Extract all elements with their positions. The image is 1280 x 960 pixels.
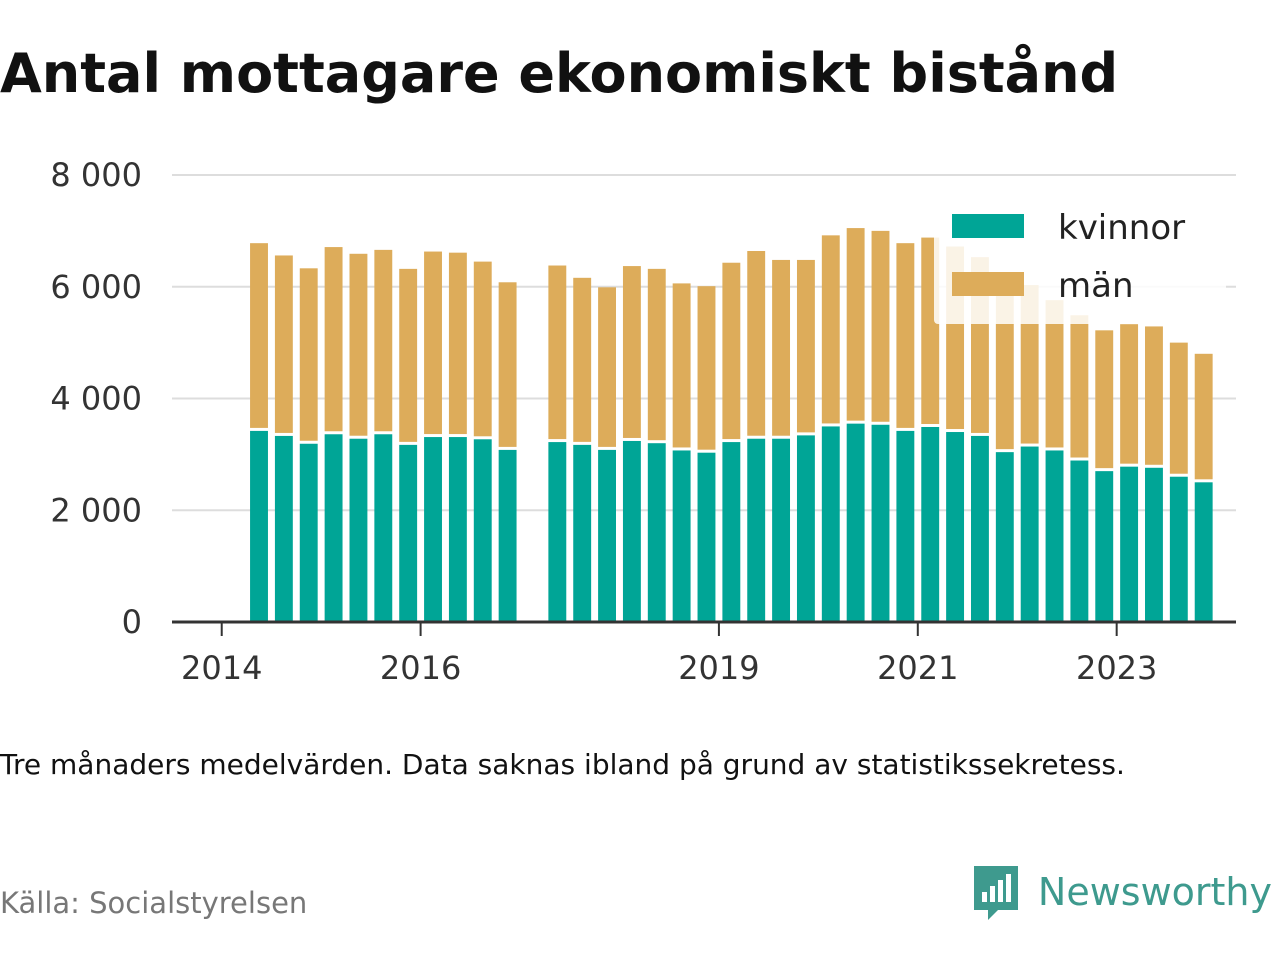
bar-kvinnor	[622, 440, 641, 622]
bar-kvinnor	[697, 452, 716, 622]
legend-swatch	[952, 214, 1024, 238]
bar-kvinnor	[946, 432, 965, 622]
bar-kvinnor	[995, 452, 1014, 622]
brand-name: Newsworthy	[1037, 870, 1272, 914]
bar-man	[1020, 285, 1039, 444]
bar-kvinnor	[374, 434, 393, 622]
bar-kvinnor	[1020, 446, 1039, 622]
bar-kvinnor	[448, 437, 467, 622]
legend-label: män	[1058, 266, 1134, 306]
bar-kvinnor	[349, 438, 368, 622]
y-tick-label: 0	[122, 603, 142, 641]
source-text: Källa: Socialstyrelsen	[0, 886, 308, 920]
bar-kvinnor	[1070, 460, 1089, 622]
bar-kvinnor	[399, 444, 418, 622]
axes: 0 2 000 4 000 6 000 8 000 2014 2016 2019 2021 202…	[50, 156, 1236, 687]
bar-kvinnor	[1095, 471, 1114, 622]
bar-man	[747, 250, 766, 436]
bar-man	[1169, 342, 1188, 474]
bar-kvinnor	[250, 430, 268, 622]
bar-kvinnor	[846, 423, 865, 622]
bar-kvinnor	[796, 435, 815, 622]
bar-man	[697, 286, 716, 450]
bar-man	[622, 266, 641, 438]
bar-man	[349, 253, 368, 436]
bar-kvinnor	[896, 430, 915, 622]
bar-man	[1194, 353, 1213, 480]
y-tick-label: 8 000	[50, 156, 142, 194]
bar-kvinnor	[747, 438, 766, 622]
bar-kvinnor	[473, 439, 492, 622]
bar-kvinnor	[1120, 466, 1139, 622]
bar-kvinnor	[424, 437, 442, 622]
bar-man	[672, 283, 691, 448]
bar-kvinnor	[1145, 467, 1163, 622]
bar-man	[573, 277, 592, 442]
x-tick-label: 2016	[380, 649, 461, 687]
bar-man	[896, 243, 915, 428]
bar-man	[846, 228, 865, 421]
bar-kvinnor	[1169, 476, 1188, 622]
bar-man	[598, 287, 616, 447]
bar-man	[374, 249, 393, 432]
bar-kvinnor	[498, 449, 517, 622]
bar-man	[1095, 330, 1114, 469]
bar-man	[1045, 300, 1064, 448]
legend-label: kvinnor	[1058, 208, 1185, 248]
bar-man	[448, 252, 467, 435]
chart-title: Antal mottagare ekonomiskt bistånd	[0, 42, 1119, 105]
bar-kvinnor	[772, 438, 791, 622]
bar-man	[1070, 315, 1089, 458]
bar-kvinnor	[672, 450, 691, 622]
bar-kvinnor	[573, 444, 592, 622]
newsworthy-logo-icon	[973, 866, 1018, 920]
bar-man	[722, 262, 741, 440]
bar-man	[1145, 326, 1163, 465]
bar-man	[995, 286, 1014, 450]
y-tick-label: 2 000	[50, 491, 142, 529]
bar-man	[473, 261, 492, 437]
bar-kvinnor	[1045, 450, 1064, 622]
bar-man	[548, 265, 567, 440]
x-tick-label: 2021	[877, 649, 958, 687]
bar-man	[424, 251, 442, 435]
bar-man	[871, 230, 890, 422]
bar-man	[250, 243, 268, 428]
legend-swatch	[952, 272, 1024, 296]
bar-man	[821, 235, 840, 424]
bar-kvinnor	[647, 443, 666, 622]
bar-man	[1120, 324, 1139, 464]
x-tick-label: 2019	[678, 649, 759, 687]
chart-note: Tre månaders medelvärden. Data saknas ib…	[0, 748, 1125, 781]
bar-kvinnor	[274, 435, 293, 622]
bar-kvinnor	[921, 426, 940, 622]
bar-man	[772, 259, 791, 436]
bar-man	[274, 255, 293, 433]
bar-kvinnor	[722, 442, 741, 622]
bar-kvinnor	[548, 442, 567, 622]
y-tick-label: 4 000	[50, 380, 142, 418]
bar-chart: 0 2 000 4 000 6 000 8 000 2014 2016 2019 2021 202…	[50, 156, 1236, 687]
bar-man	[647, 268, 666, 441]
bar-kvinnor	[299, 443, 318, 622]
legend: kvinnor män	[934, 200, 1226, 324]
bar-man	[796, 259, 815, 433]
bar-man	[324, 247, 343, 432]
bar-man	[498, 282, 517, 447]
brand-logo[interactable]: Newsworthy	[970, 862, 1272, 922]
y-tick-label: 6 000	[50, 268, 142, 306]
x-tick-label: 2014	[181, 649, 262, 687]
bar-kvinnor	[970, 435, 989, 622]
bars	[250, 228, 1213, 622]
bar-man	[399, 268, 418, 442]
bar-kvinnor	[1194, 482, 1213, 622]
bar-kvinnor	[324, 434, 343, 622]
bar-kvinnor	[598, 449, 616, 622]
bar-kvinnor	[871, 424, 890, 622]
x-tick-label: 2023	[1076, 649, 1157, 687]
bar-man	[299, 268, 318, 441]
bar-kvinnor	[821, 426, 840, 622]
